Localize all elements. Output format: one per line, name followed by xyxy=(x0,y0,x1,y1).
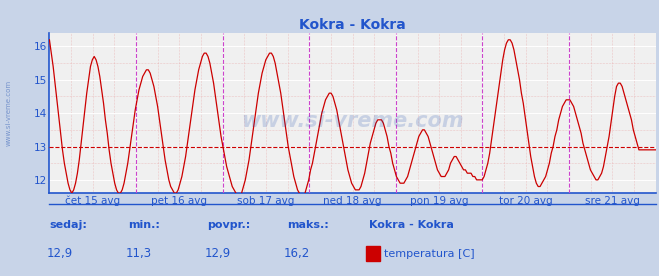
Text: 11,3: 11,3 xyxy=(125,247,152,260)
Text: 16,2: 16,2 xyxy=(283,247,310,260)
Text: www.si-vreme.com: www.si-vreme.com xyxy=(241,111,464,131)
Text: Kokra - Kokra: Kokra - Kokra xyxy=(369,220,454,230)
Text: www.si-vreme.com: www.si-vreme.com xyxy=(5,80,11,146)
Text: maks.:: maks.: xyxy=(287,220,328,230)
Title: Kokra - Kokra: Kokra - Kokra xyxy=(299,18,406,32)
Text: temperatura [C]: temperatura [C] xyxy=(384,249,475,259)
Text: 12,9: 12,9 xyxy=(204,247,231,260)
Text: 12,9: 12,9 xyxy=(46,247,72,260)
Text: min.:: min.: xyxy=(129,220,160,230)
Text: povpr.:: povpr.: xyxy=(208,220,251,230)
Text: sedaj:: sedaj: xyxy=(49,220,87,230)
